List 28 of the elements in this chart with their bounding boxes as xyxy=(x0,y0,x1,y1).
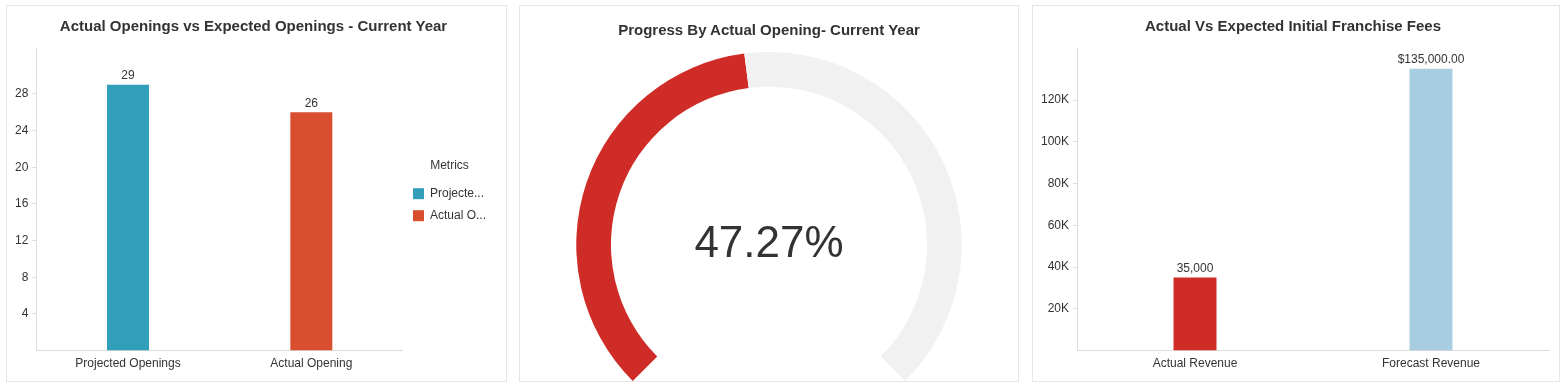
y-tick-label: 120K xyxy=(1040,92,1070,107)
data-label: 26 xyxy=(304,95,319,110)
y-tick-label: 16 xyxy=(14,196,29,211)
y-tick-label: 60K xyxy=(1047,217,1070,232)
data-label: 29 xyxy=(121,67,135,82)
y-tick-label: 12 xyxy=(14,232,29,247)
data-label: 35,000 xyxy=(1176,260,1214,275)
y-tick-label: 28 xyxy=(14,86,29,101)
y-tick-label: 8 xyxy=(21,269,29,284)
chart-title: Progress By Actual Opening- Current Year xyxy=(618,21,921,39)
x-tick-label: Forecast Revenue xyxy=(1381,356,1481,371)
y-tick-label: 100K xyxy=(1040,134,1070,149)
legend-label: Projecte... xyxy=(429,186,485,201)
data-label: $135,000.00 xyxy=(1397,52,1465,67)
legend-title: Metrics xyxy=(430,157,469,172)
chart-title: Actual Vs Expected Initial Franchise Fees xyxy=(1145,17,1441,35)
y-tick-label: 40K xyxy=(1047,259,1070,274)
text: 47.27% xyxy=(694,216,844,266)
y-tick-label: 20K xyxy=(1047,301,1070,316)
legend-label: Actual O... xyxy=(429,208,487,223)
x-tick-label: Projected Openings xyxy=(75,356,181,371)
y-tick-label: 80K xyxy=(1047,175,1070,190)
y-tick-label: 4 xyxy=(21,306,29,321)
y-tick-label: 20 xyxy=(14,159,29,174)
y-tick-label: 24 xyxy=(14,122,29,137)
x-tick-label: Actual Revenue xyxy=(1152,356,1238,371)
x-tick-label: Actual Opening xyxy=(270,356,353,371)
chart-title: Actual Openings vs Expected Openings - Current Year xyxy=(59,17,448,35)
